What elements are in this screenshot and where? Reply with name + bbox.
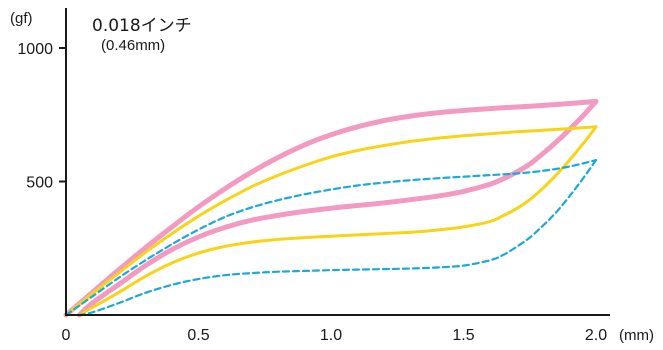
x-tick-labels: 0 0.5 1.0 1.5 2.0 [62,327,608,344]
y-tick-label: 500 [26,175,53,192]
x-tick-label: 2.0 [585,327,607,344]
series-1-loading-line [63,98,599,318]
chart-title: 0.018インチ [92,16,192,36]
x-tick-label: 1.0 [320,327,342,344]
y-tick-labels: 500 1000 [17,41,66,192]
series-2-loading-line [64,125,598,317]
y-axis-unit-label: (gf) [10,10,33,27]
series-2-unloading-line [77,125,598,317]
x-tick-label: 0 [62,327,71,344]
y-tick-label: 1000 [17,41,53,58]
series-3-unloading-line [78,159,598,317]
series-3-loading-line [64,159,598,317]
x-tick-label: 0.5 [187,327,209,344]
x-tick-label: 1.5 [452,327,474,344]
x-axis-unit-label: (mm) [619,327,654,344]
curves-layer [63,98,599,318]
chart-subtitle: (0.46mm) [101,37,165,54]
series-1-unloading-line [76,98,599,318]
